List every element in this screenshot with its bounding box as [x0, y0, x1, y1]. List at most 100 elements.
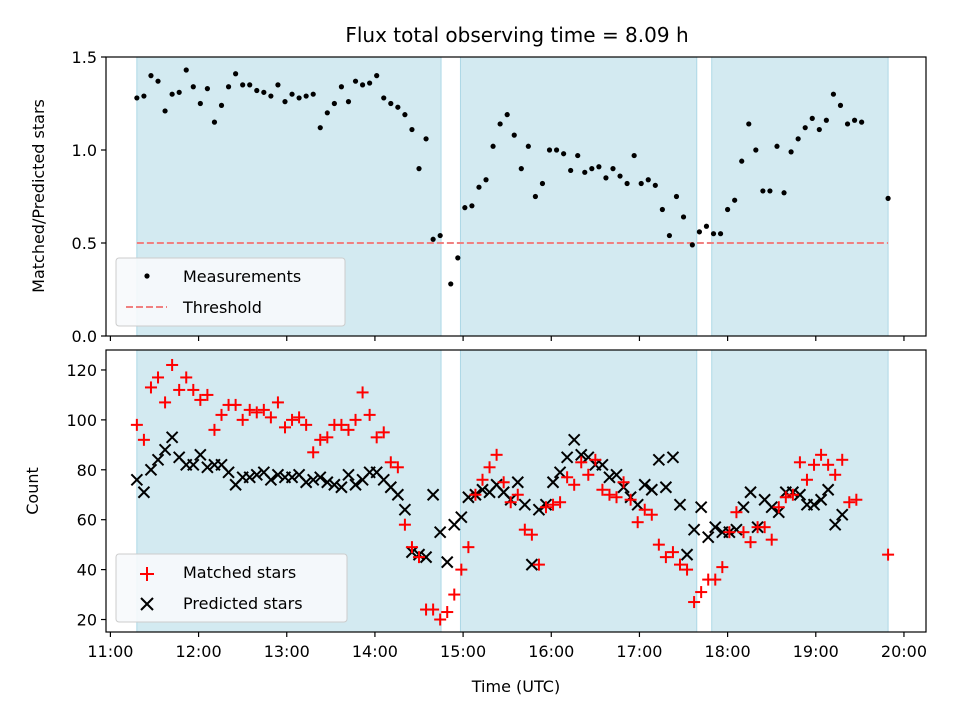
- measurement-point: [851, 117, 858, 123]
- predicted-star-point: [222, 466, 235, 479]
- y-tick-label: 40: [77, 561, 97, 580]
- measurement-point: [631, 152, 637, 159]
- x-tick-label: 17:00: [616, 642, 662, 661]
- predicted-star-point: [201, 461, 214, 474]
- measurement-point: [603, 175, 609, 181]
- measurement-point: [703, 223, 710, 229]
- measurement-point: [430, 236, 436, 242]
- measurement-point: [462, 205, 468, 211]
- matched-star-point: [772, 501, 785, 514]
- x-axis-label: Time (UTC): [471, 677, 560, 696]
- matched-star-point: [723, 526, 736, 539]
- matched-star-point: [342, 423, 355, 436]
- predicted-star-point: [603, 471, 616, 484]
- predicted-star-points: [130, 431, 849, 571]
- x-tick-label: 11:00: [87, 642, 133, 661]
- matched-star-point: [758, 521, 771, 534]
- predicted-star-point: [687, 523, 701, 536]
- matched-star-point: [765, 533, 778, 546]
- matched-star-point: [490, 448, 503, 461]
- predicted-star-point: [560, 451, 574, 464]
- matched-star-point: [335, 418, 348, 431]
- measurement-point: [575, 152, 581, 159]
- measurement-point: [746, 121, 752, 127]
- matched-star-point: [800, 473, 813, 486]
- x-tick-label: 16:00: [528, 642, 574, 661]
- predicted-star-point: [285, 471, 299, 484]
- predicted-star-point: [765, 501, 778, 514]
- measurement-point: [169, 91, 175, 97]
- x-tick-label: 19:00: [793, 642, 839, 661]
- matched-star-point: [730, 506, 743, 519]
- matched-star-point: [448, 588, 461, 601]
- plot-frame: [105, 56, 927, 337]
- predicted-star-point: [426, 488, 440, 501]
- measurement-point: [809, 115, 815, 121]
- matched-star-point: [201, 388, 214, 401]
- measurement-point: [388, 100, 394, 107]
- predicted-star-point: [314, 471, 327, 484]
- matched-star-point: [511, 488, 524, 501]
- predicted-star-point: [455, 510, 468, 524]
- measurement-point: [767, 188, 773, 194]
- matched-star-point: [624, 493, 637, 506]
- measurement-point: [739, 158, 745, 164]
- matched-star-point: [483, 461, 496, 474]
- matched-star-point: [497, 476, 510, 489]
- matched-star-point: [257, 403, 270, 416]
- predicted-star-point: [441, 555, 454, 569]
- measurement-point: [710, 231, 717, 237]
- matched-star-point: [525, 528, 538, 541]
- y-tick-label: 1.5: [72, 48, 97, 67]
- matched-star-point: [638, 503, 651, 516]
- legend-box: [115, 257, 346, 327]
- measurement-point: [504, 112, 510, 118]
- measurement-point: [141, 93, 147, 99]
- measurement-point: [483, 177, 489, 183]
- observing-window-3: [711, 349, 889, 633]
- predicted-star-point: [744, 486, 757, 499]
- predicted-star-point: [532, 503, 546, 516]
- predicted-star-point: [673, 498, 687, 511]
- matched-star-points: [130, 358, 895, 626]
- measurement-point: [268, 93, 274, 99]
- matched-star-point: [300, 418, 313, 431]
- measurement-point: [518, 166, 524, 172]
- matched-star-point: [779, 491, 792, 504]
- measurement-point: [416, 166, 422, 172]
- matched-star-point: [166, 358, 179, 371]
- predicted-star-point: [737, 501, 750, 514]
- matched-star-point: [568, 478, 581, 491]
- matched-star-point: [321, 431, 334, 444]
- matched-star-point: [681, 563, 694, 576]
- matched-star-point: [208, 423, 221, 436]
- measurement-point: [645, 177, 651, 183]
- matched-star-point: [610, 491, 623, 504]
- predicted-star-point: [328, 478, 341, 491]
- matched-star-point: [596, 483, 609, 496]
- predicted-star-point: [335, 481, 348, 494]
- measurement-point: [885, 195, 891, 201]
- measurement-point: [696, 229, 702, 235]
- measurement-point: [374, 73, 380, 79]
- legend-box: [115, 553, 348, 623]
- measurement-point: [638, 180, 644, 187]
- observing-window-2: [459, 56, 698, 337]
- measurement-point: [497, 121, 503, 127]
- matched-star-point: [264, 411, 277, 424]
- x-tick-label: 15:00: [440, 642, 486, 661]
- predicted-star-point: [349, 478, 362, 491]
- matched-star-point: [159, 396, 172, 409]
- matched-star-point: [130, 418, 143, 431]
- measurement-point: [204, 86, 210, 92]
- measurement-point: [282, 99, 288, 105]
- measurement-point: [589, 166, 595, 172]
- predicted-star-point: [342, 468, 355, 481]
- matched-star-point: [462, 541, 475, 554]
- matched-star-point: [137, 433, 150, 446]
- predicted-legend-label: Predicted stars: [183, 594, 303, 613]
- predicted-star-point: [511, 476, 524, 489]
- matched-star-point: [554, 496, 567, 509]
- measurement-point: [680, 214, 687, 220]
- predicted-star-point: [709, 520, 722, 534]
